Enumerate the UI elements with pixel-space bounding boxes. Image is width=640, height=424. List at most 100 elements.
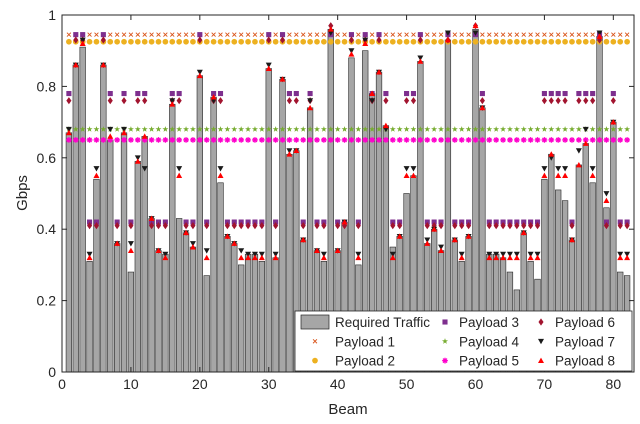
bar [280, 79, 286, 372]
point-circle [183, 39, 189, 45]
bar [149, 218, 155, 372]
x-axis-label: Beam [328, 401, 367, 418]
point-circle [314, 39, 320, 45]
point-asterisk [431, 137, 437, 143]
point-circle [204, 39, 210, 45]
bar [156, 251, 162, 372]
point-circle [390, 39, 396, 45]
x-tick-label: 0 [58, 376, 66, 392]
point-circle [590, 39, 596, 45]
bar [114, 243, 120, 372]
point-asterisk [590, 137, 596, 143]
point-asterisk [176, 137, 182, 143]
point-asterisk [452, 137, 458, 143]
point-circle [259, 39, 265, 45]
point-asterisk [376, 137, 382, 143]
point-asterisk [259, 137, 265, 143]
legend-label: Payload 5 [459, 354, 519, 369]
point-asterisk [500, 137, 506, 143]
bar [80, 47, 86, 372]
point-asterisk [569, 137, 575, 143]
legend-label: Required Traffic [335, 315, 430, 330]
point-square [308, 91, 313, 96]
point-square [294, 91, 299, 96]
point-circle [535, 39, 541, 45]
point-asterisk [445, 137, 451, 143]
point-asterisk [493, 137, 499, 143]
point-square [108, 91, 113, 96]
point-circle [114, 39, 120, 45]
point-square [411, 91, 416, 96]
point-asterisk [66, 137, 72, 143]
point-asterisk [548, 137, 554, 143]
point-circle [521, 39, 527, 45]
point-asterisk [349, 137, 355, 143]
point-circle [431, 39, 437, 45]
legend-entry: Required Traffic [301, 315, 430, 330]
point-asterisk [94, 137, 100, 143]
legend-label: Payload 7 [555, 334, 615, 349]
point-asterisk [521, 137, 527, 143]
point-asterisk [163, 137, 169, 143]
point-asterisk [252, 137, 258, 143]
point-circle [211, 39, 217, 45]
point-circle [480, 39, 486, 45]
point-circle [610, 39, 616, 45]
point-circle [245, 39, 251, 45]
point-square [135, 91, 140, 96]
point-square [177, 91, 182, 96]
point-asterisk [362, 137, 368, 143]
bar [66, 133, 72, 372]
point-circle [473, 39, 479, 45]
point-asterisk [211, 137, 217, 143]
point-circle [169, 39, 175, 45]
point-asterisk [101, 137, 107, 143]
point-asterisk [535, 137, 541, 143]
bar [197, 76, 203, 372]
point-asterisk [280, 137, 286, 143]
point-square [170, 91, 175, 96]
legend-marker [312, 358, 318, 364]
point-asterisk [73, 137, 79, 143]
point-circle [335, 39, 341, 45]
point-asterisk [245, 137, 251, 143]
point-circle [355, 39, 361, 45]
point-circle [576, 39, 582, 45]
point-asterisk [542, 137, 548, 143]
bar [190, 247, 196, 372]
point-asterisk [190, 137, 196, 143]
point-asterisk [287, 137, 293, 143]
point-circle [617, 39, 623, 45]
legend: Required Traffic Payload 1 Payload 2 Payloa… [295, 311, 632, 371]
legend-marker [442, 358, 448, 364]
point-asterisk [231, 137, 237, 143]
point-circle [493, 39, 499, 45]
point-circle [500, 39, 506, 45]
x-tick-label: 80 [606, 376, 622, 392]
y-axis-label: Gbps [14, 175, 31, 211]
point-square [66, 91, 71, 96]
point-circle [624, 39, 630, 45]
point-asterisk [156, 137, 162, 143]
point-asterisk [238, 137, 244, 143]
bar [204, 276, 210, 372]
point-asterisk [486, 137, 492, 143]
bar [73, 65, 79, 372]
point-square [542, 91, 547, 96]
point-circle [452, 39, 458, 45]
point-asterisk [355, 137, 361, 143]
legend-swatch [301, 315, 329, 329]
point-square [142, 91, 147, 96]
point-circle [190, 39, 196, 45]
point-circle [404, 39, 410, 45]
bar [176, 218, 182, 372]
bar [142, 136, 148, 372]
bar [163, 254, 169, 372]
point-asterisk [459, 137, 465, 143]
point-circle [149, 39, 155, 45]
point-asterisk [218, 137, 224, 143]
point-circle [397, 39, 403, 45]
point-asterisk [624, 137, 630, 143]
